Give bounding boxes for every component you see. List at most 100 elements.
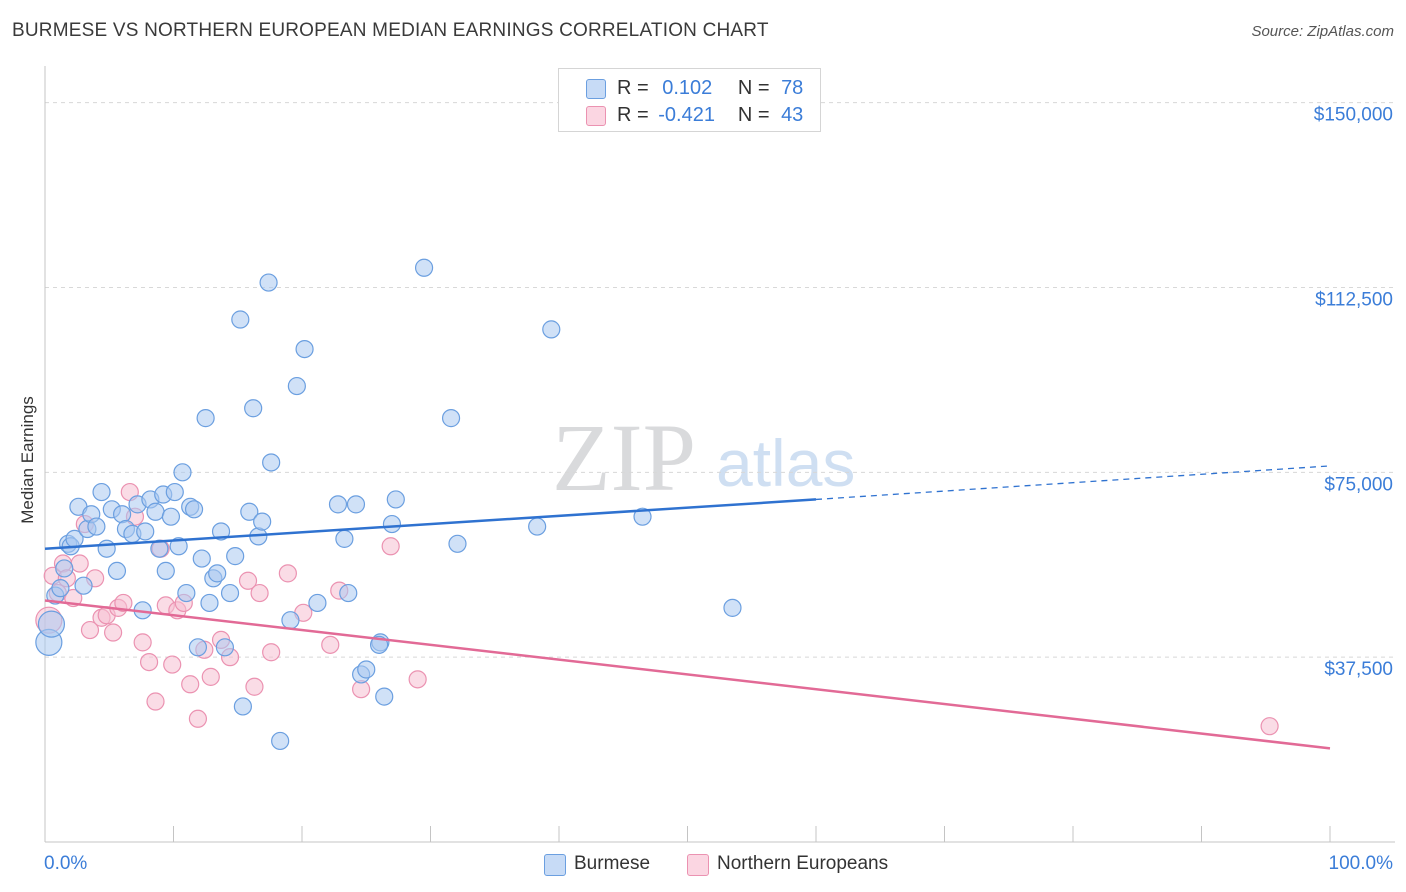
chart-title: BURMESE VS NORTHERN EUROPEAN MEDIAN EARN… xyxy=(12,20,769,41)
burmese-point xyxy=(281,611,300,630)
burmese-point xyxy=(200,593,219,613)
northern-europeans-point xyxy=(278,564,297,583)
burmese-point xyxy=(723,598,742,617)
burmese-point xyxy=(528,517,547,536)
northern-europeans-point xyxy=(104,623,123,642)
burmese-point xyxy=(308,593,327,613)
legend-r-label: R = xyxy=(617,104,649,126)
burmese-point xyxy=(259,273,278,292)
burmese-point xyxy=(633,507,652,526)
x-tick-label-min: 0.0% xyxy=(44,853,87,874)
burmese-point xyxy=(136,522,155,541)
burmese-point xyxy=(375,687,394,706)
northern-europeans-points xyxy=(35,482,1279,736)
burmese-point xyxy=(339,583,358,603)
burmese-trend-extension xyxy=(815,465,1331,501)
y-tick-label: $112,500 xyxy=(1315,289,1393,310)
northern-europeans-point xyxy=(188,709,208,728)
burmese-point xyxy=(196,409,215,428)
burmese-point xyxy=(192,549,211,568)
legend-swatch-burmese xyxy=(586,79,606,99)
burmese-point xyxy=(295,339,314,359)
burmese-point xyxy=(240,502,259,521)
y-tick-label: $75,000 xyxy=(1324,474,1393,495)
burmese-point xyxy=(335,529,354,548)
y-tick-labels: $37,500 $75,000 $112,500 $150,000 xyxy=(1314,105,1393,681)
y-tick-label: $150,000 xyxy=(1314,105,1393,126)
bottom-legend-swatch-burmese xyxy=(544,854,566,876)
northern-europeans-point xyxy=(408,670,427,689)
burmese-point xyxy=(188,638,208,657)
legend-r-label: R = xyxy=(617,77,649,99)
northern-europeans-point xyxy=(238,571,258,590)
burmese-point xyxy=(156,561,175,581)
northern-europeans-point xyxy=(321,635,340,654)
burmese-point xyxy=(542,320,561,339)
burmese-point xyxy=(328,495,348,514)
legend-n-value: 43 xyxy=(781,104,804,126)
axes xyxy=(44,66,1395,843)
burmese-point xyxy=(220,583,240,603)
x-tick-labels: 0.0% 100.0% xyxy=(44,853,1393,874)
trend-lines xyxy=(44,465,1331,750)
burmese-point xyxy=(271,731,290,751)
northern-europeans-point xyxy=(1260,717,1279,736)
legend-r-value: -0.421 xyxy=(658,104,715,126)
burmese-point xyxy=(177,583,196,603)
burmese-point xyxy=(173,463,192,482)
burmese-point xyxy=(92,482,111,502)
burmese-point xyxy=(231,310,250,329)
burmese-point xyxy=(146,502,165,521)
legend-swatch-northern-europeans xyxy=(586,106,606,126)
burmese-point xyxy=(233,697,252,716)
burmese-point xyxy=(262,453,281,472)
northern-europeans-point xyxy=(262,643,281,662)
watermark: ZIP atlas xyxy=(552,404,855,511)
burmese-point xyxy=(448,534,467,553)
burmese-point xyxy=(441,409,461,428)
northern-europeans-trend-line xyxy=(44,599,1331,750)
bottom-legend-label-burmese: Burmese xyxy=(574,853,651,874)
burmese-point xyxy=(386,490,405,509)
burmese-point xyxy=(244,399,263,418)
burmese-point xyxy=(165,482,184,502)
legend-r-value: 0.102 xyxy=(662,77,713,99)
burmese-point xyxy=(226,547,245,566)
northern-europeans-point xyxy=(146,692,165,711)
burmese-point xyxy=(97,539,116,558)
burmese-point xyxy=(161,507,181,526)
burmese-point xyxy=(51,579,70,598)
northern-europeans-point xyxy=(163,655,182,674)
burmese-point xyxy=(215,638,234,657)
burmese-point xyxy=(346,495,366,514)
northern-europeans-point xyxy=(133,633,152,652)
northern-europeans-point xyxy=(381,537,400,556)
burmese-point xyxy=(211,522,231,541)
northern-europeans-point xyxy=(250,583,269,603)
legend-n-value: 78 xyxy=(781,77,804,99)
burmese-point xyxy=(74,576,93,595)
burmese-points xyxy=(35,258,742,751)
northern-europeans-point xyxy=(139,652,159,672)
burmese-point xyxy=(184,500,204,519)
burmese-point xyxy=(287,376,306,396)
burmese-point xyxy=(169,537,188,556)
northern-europeans-point xyxy=(80,620,100,640)
burmese-point xyxy=(357,660,376,679)
chart-source: Source: ZipAtlas.com xyxy=(1251,23,1394,40)
northern-europeans-point xyxy=(245,677,264,696)
legend-n-label: N = xyxy=(737,104,770,126)
northern-europeans-point xyxy=(70,554,89,573)
burmese-point xyxy=(414,258,434,277)
watermark-atlas: atlas xyxy=(716,426,855,500)
burmese-point xyxy=(55,559,74,578)
northern-europeans-point xyxy=(181,675,200,694)
x-tick-label-max: 100.0% xyxy=(1329,853,1394,874)
correlation-legend: R = 0.102 N = 78 R = -0.421 N = 43 xyxy=(558,68,821,132)
bottom-legend-label-northern-europeans: Northern Europeans xyxy=(717,853,889,874)
burmese-point xyxy=(107,561,127,581)
northern-europeans-point xyxy=(201,667,220,686)
burmese-point xyxy=(382,514,402,534)
bottom-legend-swatch-northern-europeans xyxy=(687,854,709,876)
